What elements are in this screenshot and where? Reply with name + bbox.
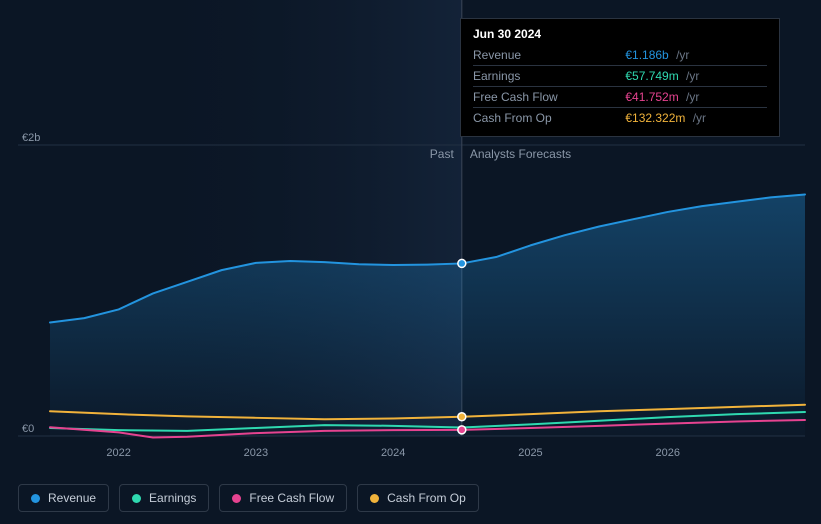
svg-text:2025: 2025 (518, 447, 542, 459)
chart-tooltip: Jun 30 2024 Revenue€1.186b /yrEarnings€5… (460, 18, 780, 137)
legend-label: Cash From Op (387, 491, 466, 505)
svg-text:2022: 2022 (106, 447, 130, 459)
chart-legend: Revenue Earnings Free Cash Flow Cash From O… (18, 484, 479, 512)
tooltip-row: Free Cash Flow€41.752m /yr (473, 87, 767, 108)
financial-chart: €0 €2b Past Analysts Forecasts 2022 2023 2024 2… (0, 0, 821, 524)
legend-item-fcf[interactable]: Free Cash Flow (219, 484, 347, 512)
tooltip-row-label: Earnings (473, 66, 613, 87)
svg-text:Analysts Forecasts: Analysts Forecasts (470, 147, 571, 161)
legend-label: Earnings (149, 491, 196, 505)
svg-text:€0: €0 (22, 423, 34, 435)
tooltip-row-value: €57.749m /yr (613, 66, 767, 87)
legend-dot-icon (31, 494, 40, 503)
legend-dot-icon (132, 494, 141, 503)
tooltip-row-label: Revenue (473, 45, 613, 66)
legend-dot-icon (232, 494, 241, 503)
tooltip-row-value: €1.186b /yr (613, 45, 767, 66)
legend-label: Revenue (48, 491, 96, 505)
svg-text:2024: 2024 (381, 447, 405, 459)
legend-item-earnings[interactable]: Earnings (119, 484, 209, 512)
legend-item-revenue[interactable]: Revenue (18, 484, 109, 512)
legend-item-cash_from_op[interactable]: Cash From Op (357, 484, 479, 512)
tooltip-row-value: €132.322m /yr (613, 108, 767, 129)
svg-text:Past: Past (430, 147, 455, 161)
tooltip-row-label: Free Cash Flow (473, 87, 613, 108)
tooltip-row-value: €41.752m /yr (613, 87, 767, 108)
tooltip-row-label: Cash From Op (473, 108, 613, 129)
tooltip-table: Revenue€1.186b /yrEarnings€57.749m /yrFr… (473, 45, 767, 128)
legend-label: Free Cash Flow (249, 491, 334, 505)
svg-text:€2b: €2b (22, 132, 40, 144)
tooltip-title: Jun 30 2024 (473, 27, 767, 41)
legend-dot-icon (370, 494, 379, 503)
svg-text:2026: 2026 (655, 447, 679, 459)
tooltip-row: Cash From Op€132.322m /yr (473, 108, 767, 129)
tooltip-row: Revenue€1.186b /yr (473, 45, 767, 66)
tooltip-row: Earnings€57.749m /yr (473, 66, 767, 87)
svg-text:2023: 2023 (244, 447, 268, 459)
